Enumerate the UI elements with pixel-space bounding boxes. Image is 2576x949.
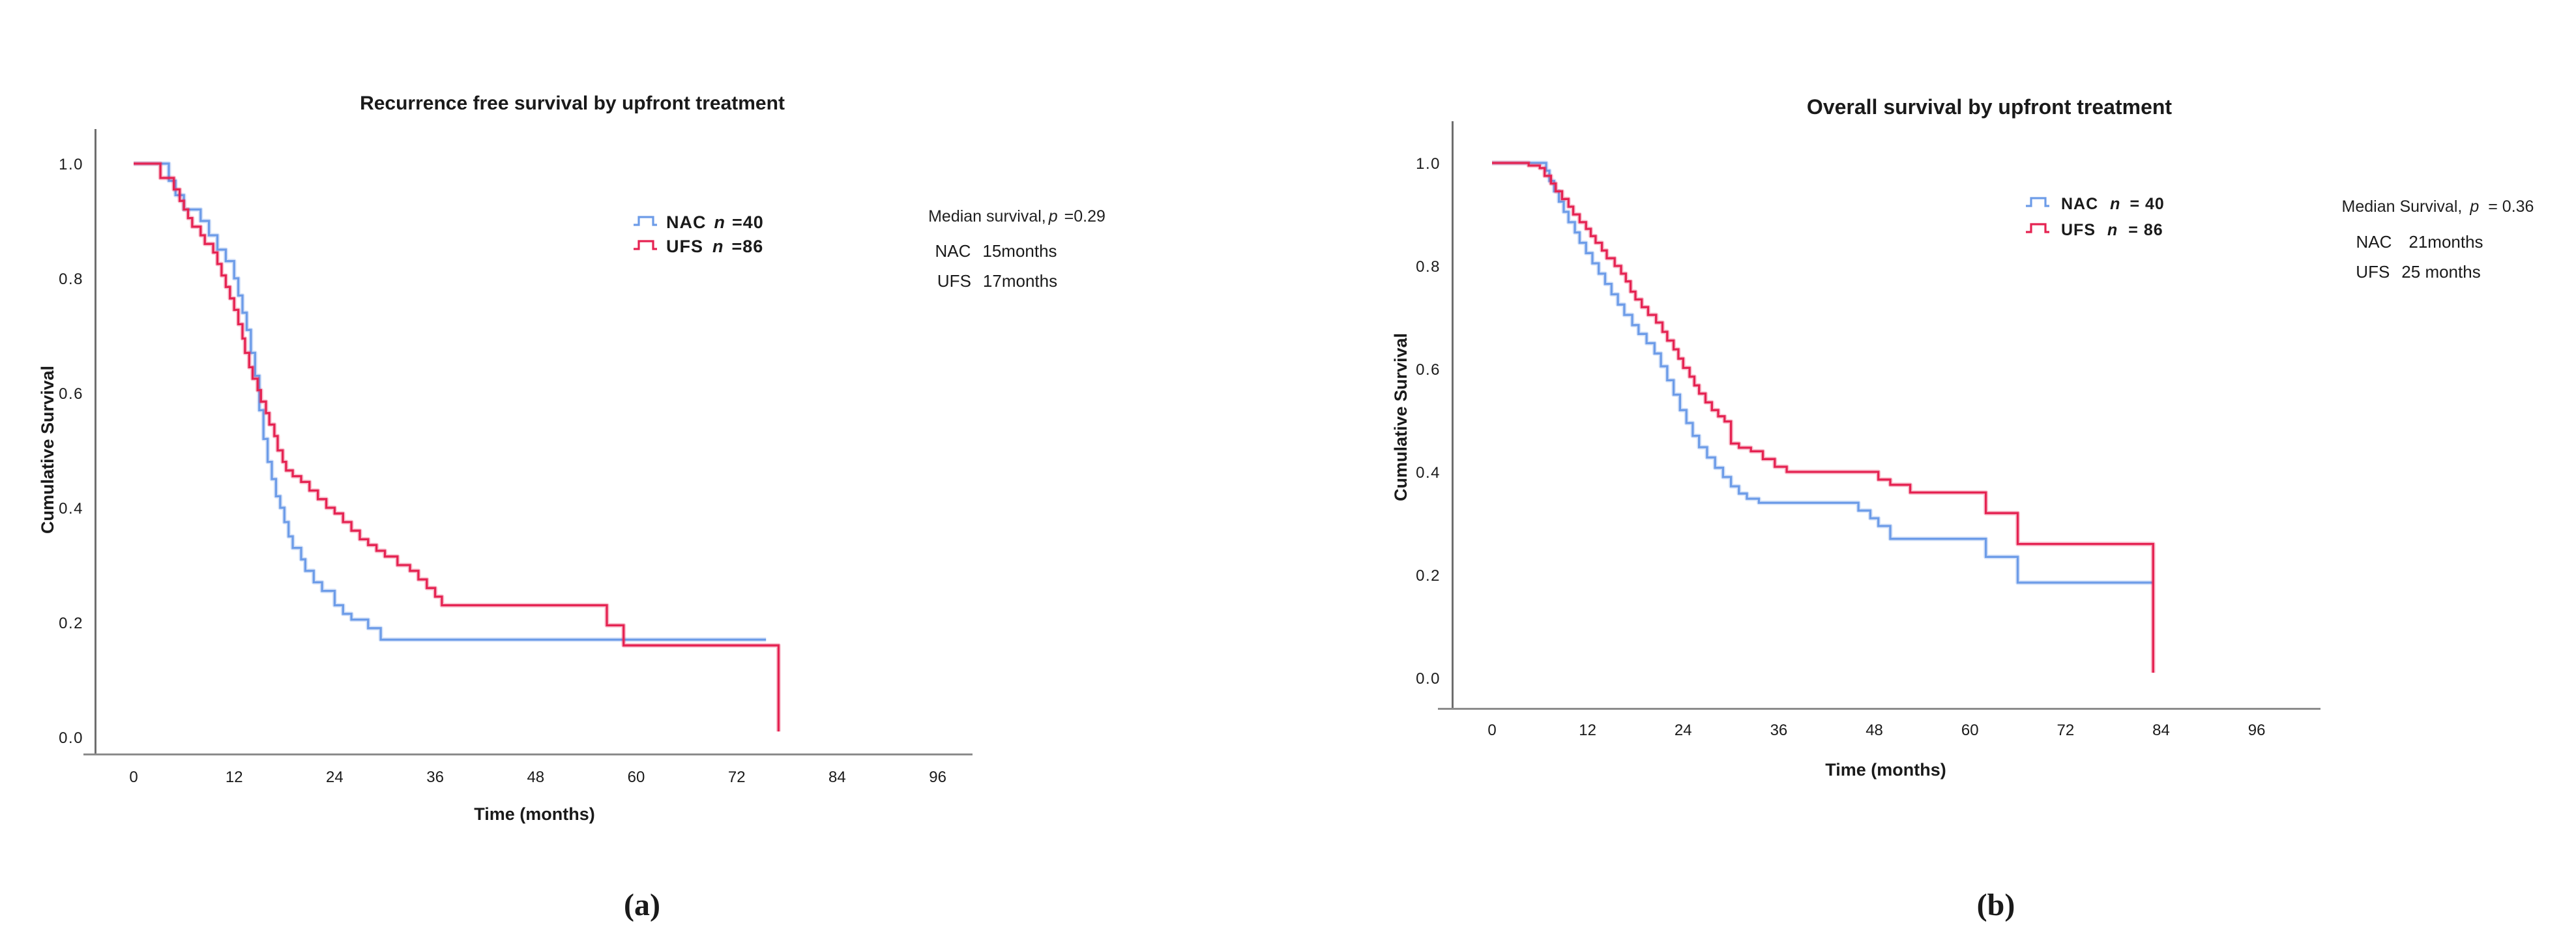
nac-survival-curve <box>134 162 767 641</box>
panel-b-annotation: Median Survival, p = 0.36 NAC 21months UFS 2… <box>2342 197 2534 282</box>
panel-a-x-tick: 72 <box>728 768 746 786</box>
panel-a-y-tick: 0.0 <box>59 729 83 747</box>
nac-curve-halo <box>134 161 767 642</box>
panel-a-y-tick: 1.0 <box>59 156 83 173</box>
panel-b-y-tick: 0.4 <box>1416 464 1441 482</box>
panel-a-x-tick: 36 <box>426 768 444 786</box>
panel-a-y-tick: 0.6 <box>59 385 83 403</box>
panel-b-x-tick: 48 <box>1866 722 1883 739</box>
panel-a-label: (a) <box>624 888 660 922</box>
panel-b-y-tick: 0.6 <box>1416 361 1441 379</box>
panel-a-median-header: Median survival, p =0.29 <box>928 207 1105 226</box>
panel-a-plot: 0.0 0.2 0.4 0.6 0.8 1.0 0 12 24 36 48 60 72 84 96 <box>59 129 973 786</box>
panel-b-y-tick: 0.0 <box>1416 670 1441 688</box>
panel-a-median-nac: NAC 15months <box>935 241 1057 261</box>
panel-a-y-tick: 0.8 <box>59 270 83 288</box>
panel-a-y-tick: 0.2 <box>59 615 83 632</box>
panel-b-x-axis-label: Time (months) <box>1825 760 1946 780</box>
panel-b-y-tick: 1.0 <box>1416 155 1441 173</box>
panel-a-x-tick: 96 <box>929 768 946 786</box>
panel-b-legend: NAC n = 40 UFS n = 86 <box>2026 195 2165 239</box>
panel-a-legend-nac: NAC n =40 <box>666 212 764 232</box>
nac-legend-glyph-icon <box>2026 197 2049 207</box>
panel-a-x-tick: 48 <box>527 768 544 786</box>
panel-b-median-header: Median Survival, p = 0.36 <box>2342 197 2534 216</box>
panel-b-label: (b) <box>1977 888 2015 922</box>
nac-survival-curve <box>1492 162 2154 584</box>
nac-curve-halo <box>1492 160 2154 585</box>
ufs-legend-glyph-icon <box>2026 223 2049 233</box>
panel-a: Recurrence free survival by upfront trea… <box>38 93 1105 922</box>
panel-a-x-tick: 84 <box>828 768 846 786</box>
panel-a-annotation: Median survival, p =0.29 NAC 15months UFS 17… <box>928 207 1105 291</box>
panel-a-x-tick: 60 <box>628 768 645 786</box>
panel-b: Overall survival by upfront treatment Cu… <box>1391 95 2534 922</box>
panel-a-y-axis-label: Cumulative Survival <box>38 366 57 534</box>
ufs-survival-curve <box>134 162 780 732</box>
panel-b-median-ufs: UFS 25 months <box>2356 262 2480 282</box>
panel-b-x-tick: 36 <box>1770 722 1788 739</box>
panel-a-x-tick: 0 <box>129 768 138 786</box>
panel-b-x-tick: 0 <box>1487 722 1496 739</box>
panel-b-x-tick: 60 <box>1961 722 1979 739</box>
panel-b-x-tick: 72 <box>2056 722 2074 739</box>
ufs-survival-curve <box>1492 162 2154 673</box>
panel-b-median-nac: NAC 21months <box>2356 232 2483 252</box>
panel-b-plot: 0.0 0.2 0.4 0.6 0.8 1.0 0 12 24 36 48 60 72 84 96 <box>1416 121 2320 739</box>
panel-a-y-tick: 0.4 <box>59 500 83 518</box>
panel-b-y-tick: 0.8 <box>1416 258 1441 276</box>
panel-a-title: Recurrence free survival by upfront trea… <box>360 93 785 114</box>
panel-a-x-tick: 12 <box>226 768 243 786</box>
ufs-curve-halo <box>1492 160 2156 673</box>
panel-a-x-axis-label: Time (months) <box>474 804 595 824</box>
panel-b-x-tick: 12 <box>1579 722 1596 739</box>
panel-a-legend-ufs: UFS n =86 <box>666 237 763 256</box>
panel-b-title: Overall survival by upfront treatment <box>1807 95 2173 119</box>
chart-dynamic-layer: 0.00.20.40.60.81.00 12 24 36 48 60 72 84 960.00.… <box>59 121 2320 786</box>
panel-b-y-axis-label: Cumulative Survival <box>1391 333 1411 501</box>
panel-a-legend: NAC n =40 UFS n =86 <box>634 212 764 256</box>
panel-b-x-tick: 84 <box>2152 722 2170 739</box>
panel-a-median-ufs: UFS 17months <box>937 271 1057 291</box>
nac-legend-glyph-icon <box>634 216 657 226</box>
panel-b-legend-nac: NAC n = 40 <box>2061 195 2165 213</box>
ufs-legend-glyph-icon <box>634 240 657 250</box>
panel-b-x-tick: 96 <box>2248 722 2266 739</box>
panel-b-x-tick: 24 <box>1675 722 1692 739</box>
panel-b-legend-ufs: UFS n = 86 <box>2061 221 2163 239</box>
panel-b-y-tick: 0.2 <box>1416 567 1441 585</box>
panel-a-x-tick: 24 <box>326 768 344 786</box>
